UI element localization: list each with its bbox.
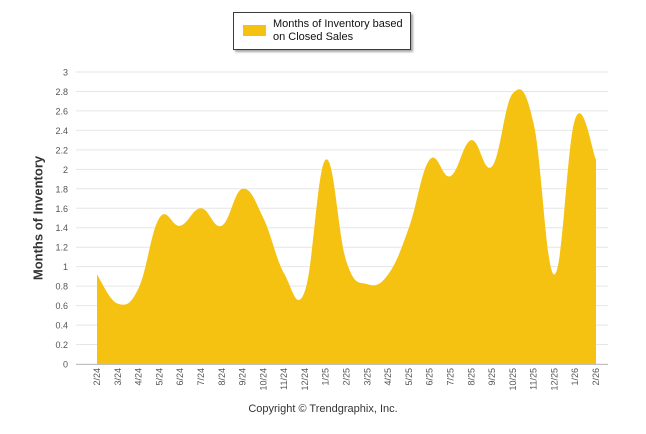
y-tick-label: 2 [63, 165, 68, 175]
x-tick-label: 10/25 [508, 368, 518, 391]
series-area [97, 89, 596, 364]
data-point [532, 122, 535, 125]
x-tick-label: 4/24 [134, 368, 144, 386]
x-tick-label: 2/24 [92, 368, 102, 386]
x-tick-label: 1/25 [321, 368, 331, 386]
y-tick-label: 1.2 [55, 243, 68, 253]
data-point [199, 207, 202, 210]
data-point [595, 158, 598, 161]
data-point [345, 260, 348, 263]
y-tick-label: 2.2 [55, 145, 68, 155]
x-tick-label: 9/24 [238, 368, 248, 386]
x-tick-label: 6/25 [425, 368, 435, 386]
data-point [303, 290, 306, 293]
x-tick-label: 4/25 [383, 368, 393, 386]
x-tick-label: 8/25 [466, 368, 476, 386]
x-tick-label: 2/26 [591, 368, 601, 386]
x-tick-label: 3/25 [362, 368, 372, 386]
data-point [220, 224, 223, 227]
x-tick-label: 7/24 [196, 368, 206, 386]
y-tick-label: 1.8 [55, 184, 68, 194]
data-point [116, 302, 119, 305]
x-tick-label: 10/24 [258, 368, 268, 391]
x-tick-label: 1/26 [570, 368, 580, 386]
data-point [158, 217, 161, 220]
y-tick-label: 0.4 [55, 321, 68, 331]
y-tick-label: 1.4 [55, 223, 68, 233]
data-point [428, 158, 431, 161]
x-tick-label: 12/24 [300, 368, 310, 391]
y-tick-label: 2.4 [55, 126, 68, 136]
data-point [491, 165, 494, 168]
y-tick-label: 0.8 [55, 282, 68, 292]
data-point [179, 224, 182, 227]
y-tick-label: 0 [63, 360, 68, 370]
data-point [283, 272, 286, 275]
data-point [96, 273, 99, 276]
x-tick-label: 6/24 [175, 368, 185, 386]
data-point [241, 187, 244, 190]
data-point [324, 158, 327, 161]
x-tick-label: 5/24 [154, 368, 164, 386]
x-tick-label: 2/25 [342, 368, 352, 386]
y-axis-label: Months of Inventory [30, 155, 46, 281]
y-tick-label: 1 [63, 262, 68, 272]
data-point [366, 283, 369, 286]
data-point [407, 226, 410, 229]
data-point [387, 273, 390, 276]
x-tick-label: 3/24 [113, 368, 123, 386]
data-point [449, 175, 452, 178]
x-tick-label: 9/25 [487, 368, 497, 386]
x-tick-label: 11/24 [279, 368, 289, 390]
y-tick-label: 1.6 [55, 204, 68, 214]
x-tick-label: 7/25 [445, 368, 455, 386]
data-point [137, 287, 140, 290]
y-tick-label: 2.6 [55, 106, 68, 116]
data-point [262, 217, 265, 220]
y-tick-label: 3 [63, 68, 68, 78]
x-tick-label: 12/25 [549, 368, 559, 391]
y-tick-label: 0.2 [55, 340, 68, 350]
y-tick-label: 0.6 [55, 301, 68, 311]
data-point [511, 92, 514, 95]
x-tick-label: 11/25 [529, 368, 539, 390]
copyright-text: Copyright © Trendgraphix, Inc. [248, 403, 398, 415]
legend: Months of Inventory based on Closed Sale… [233, 12, 411, 50]
data-point [553, 273, 556, 276]
legend-swatch [243, 25, 266, 36]
legend-label: Months of Inventory based on Closed Sale… [273, 18, 403, 43]
x-tick-label: 8/24 [217, 368, 227, 386]
x-tick-label: 5/25 [404, 368, 414, 386]
data-point [574, 117, 577, 120]
data-point [470, 139, 473, 142]
y-tick-label: 2.8 [55, 87, 68, 97]
